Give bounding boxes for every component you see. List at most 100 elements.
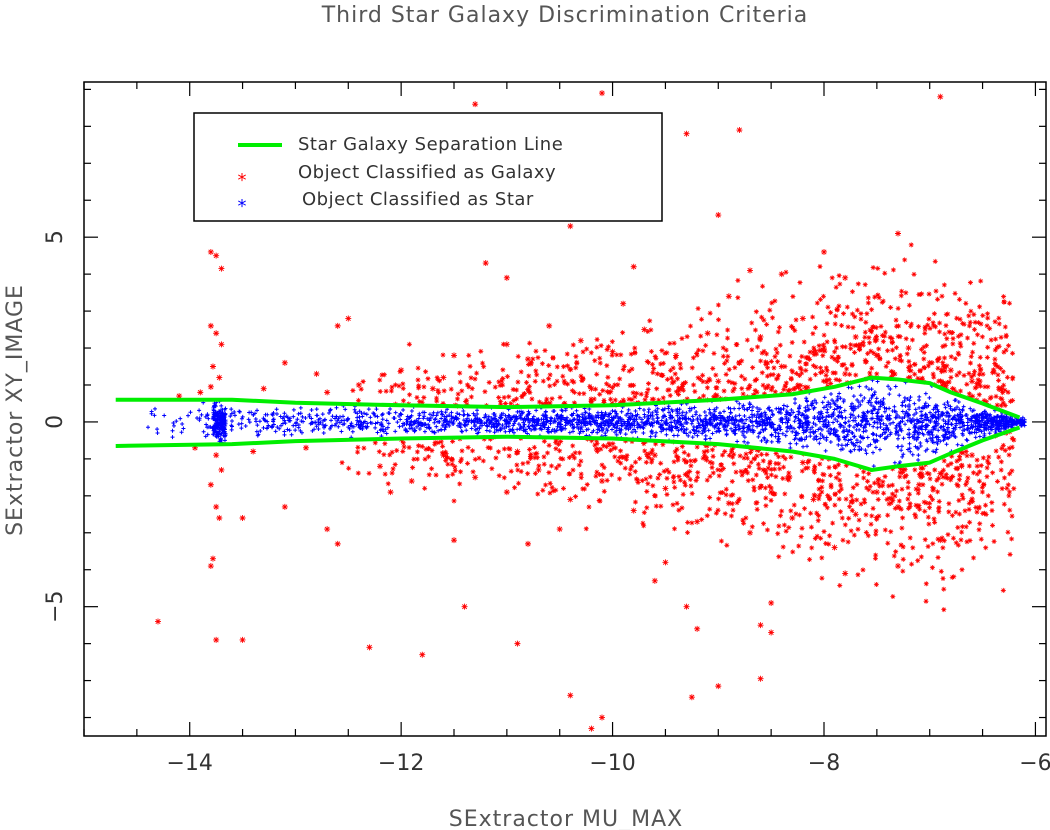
galaxy-point bbox=[503, 341, 510, 348]
chart-title: Third Star Galaxy Discrimination Criteri… bbox=[321, 3, 809, 28]
galaxy-point bbox=[514, 640, 521, 647]
x-tick-label: −10 bbox=[589, 751, 635, 776]
galaxy-point bbox=[799, 459, 806, 466]
galaxy-point bbox=[440, 452, 447, 459]
x-tick-label: −12 bbox=[378, 751, 424, 776]
galaxy-point bbox=[630, 507, 637, 514]
galaxy-point bbox=[937, 93, 944, 100]
galaxy-point bbox=[209, 363, 216, 370]
galaxy-point bbox=[662, 485, 669, 492]
galaxy-point bbox=[213, 452, 220, 459]
galaxy-point bbox=[250, 448, 257, 455]
galaxy-point bbox=[451, 352, 457, 359]
galaxy-point bbox=[429, 385, 436, 392]
galaxy-point bbox=[207, 248, 214, 255]
galaxy-point bbox=[630, 263, 637, 270]
galaxy-point bbox=[239, 515, 246, 521]
axis-ticks bbox=[83, 82, 1046, 736]
galaxy-point bbox=[216, 515, 223, 521]
galaxy-point bbox=[218, 341, 225, 348]
galaxy-point bbox=[387, 489, 394, 496]
galaxy-point bbox=[609, 348, 616, 355]
galaxy-point bbox=[567, 223, 574, 230]
galaxy-point bbox=[821, 345, 827, 352]
galaxy-point bbox=[334, 322, 341, 329]
galaxy-point bbox=[334, 540, 341, 547]
legend-label-line: Star Galaxy Separation Line bbox=[298, 134, 563, 155]
legend-galaxy-marker: * bbox=[238, 170, 247, 191]
galaxy-point bbox=[768, 489, 775, 496]
galaxy-point bbox=[218, 265, 225, 272]
galaxy-points bbox=[155, 90, 1017, 732]
star-points bbox=[146, 378, 1027, 469]
galaxy-point bbox=[651, 452, 658, 459]
galaxy-point bbox=[207, 481, 214, 488]
galaxy-point bbox=[852, 333, 859, 340]
galaxy-point bbox=[472, 474, 479, 481]
galaxy-point bbox=[969, 452, 975, 459]
galaxy-point bbox=[324, 526, 331, 533]
x-tick-label: −6 bbox=[1019, 751, 1050, 776]
galaxy-point bbox=[810, 496, 817, 503]
galaxy-point bbox=[688, 694, 695, 701]
galaxy-point bbox=[842, 274, 849, 281]
galaxy-point bbox=[577, 337, 584, 344]
tick-labels: −14 −12 −10 −8 −6 −5 0 5 bbox=[43, 230, 1050, 776]
galaxy-point bbox=[377, 463, 383, 470]
galaxy-point bbox=[366, 644, 373, 651]
galaxy-point bbox=[419, 651, 426, 658]
galaxy-point bbox=[651, 577, 658, 584]
galaxy-point bbox=[209, 555, 216, 562]
legend-label-star: Object Classified as Star bbox=[302, 189, 534, 210]
galaxy-point bbox=[683, 603, 690, 610]
galaxy-point bbox=[715, 378, 722, 385]
galaxy-point bbox=[947, 367, 954, 374]
galaxy-point bbox=[821, 248, 827, 255]
galaxy-point bbox=[937, 470, 944, 477]
galaxy-point bbox=[757, 622, 764, 629]
galaxy-point bbox=[937, 537, 944, 544]
galaxy-point bbox=[451, 537, 457, 544]
galaxy-point bbox=[905, 345, 912, 352]
galaxy-point bbox=[408, 478, 415, 485]
galaxy-point bbox=[197, 389, 204, 396]
galaxy-point bbox=[355, 381, 362, 388]
galaxy-point bbox=[525, 540, 531, 547]
galaxy-point bbox=[503, 274, 510, 281]
galaxy-point bbox=[218, 466, 225, 473]
galaxy-point bbox=[916, 481, 923, 488]
galaxy-point bbox=[213, 252, 220, 259]
galaxy-point bbox=[556, 526, 563, 533]
galaxy-point bbox=[345, 315, 352, 322]
x-tick-label: −14 bbox=[166, 751, 212, 776]
star-markers bbox=[146, 378, 1027, 469]
galaxy-point bbox=[641, 326, 648, 333]
galaxy-point bbox=[969, 378, 975, 385]
galaxy-point bbox=[747, 267, 753, 274]
y-tick-label: 5 bbox=[43, 230, 68, 244]
galaxy-point bbox=[440, 374, 447, 381]
galaxy-point bbox=[694, 518, 701, 525]
y-tick-label: 0 bbox=[43, 415, 68, 429]
galaxy-point bbox=[461, 603, 468, 610]
galaxy-point bbox=[778, 363, 785, 370]
galaxy-point bbox=[694, 625, 701, 632]
galaxy-point bbox=[176, 393, 183, 400]
galaxy-point bbox=[588, 385, 595, 392]
legend-box bbox=[193, 112, 663, 222]
galaxy-point bbox=[873, 489, 880, 496]
galaxy-point bbox=[303, 444, 309, 451]
galaxy-point bbox=[567, 496, 574, 503]
x-tick-label: −8 bbox=[808, 751, 840, 776]
x-axis-label: SExtractor MU_MAX bbox=[449, 807, 683, 830]
galaxy-point bbox=[207, 322, 214, 329]
galaxy-point bbox=[472, 101, 479, 108]
galaxy-point bbox=[213, 636, 220, 643]
separation-line bbox=[115, 375, 1021, 472]
legend: Star Galaxy Separation Line * Object Cla… bbox=[193, 112, 663, 222]
galaxy-point bbox=[831, 544, 838, 551]
galaxy-point bbox=[599, 714, 605, 721]
separation-line-upper bbox=[115, 375, 1021, 420]
galaxy-point bbox=[799, 315, 806, 322]
